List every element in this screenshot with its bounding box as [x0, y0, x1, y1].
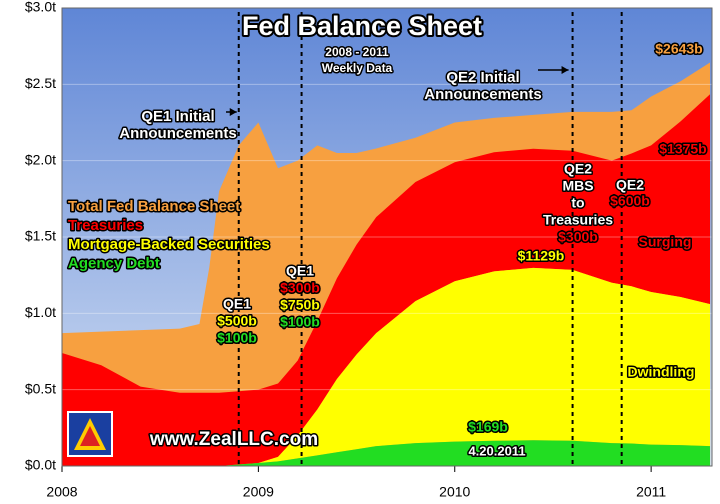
- y-tick-label: $1.5t: [25, 228, 56, 244]
- area: [62, 440, 711, 466]
- annotation: QE2: [564, 161, 592, 177]
- annotation: $600b: [610, 193, 650, 209]
- annotation: $500b: [217, 313, 257, 329]
- annotation: Announcements: [424, 86, 542, 103]
- annotation: Treasuries: [543, 212, 613, 228]
- legend-label: Treasuries: [68, 217, 143, 234]
- annotation: QE1 Initial: [141, 108, 214, 125]
- annotation: 2008 - 2011: [325, 45, 389, 59]
- annotation: $1129b: [518, 248, 565, 264]
- annotation: $300b: [558, 229, 598, 245]
- legend-label: Total Fed Balance Sheet: [68, 198, 240, 215]
- y-tick-label: $2.5t: [25, 75, 56, 91]
- x-tick-label: 2011: [636, 484, 666, 500]
- annotation: $300b: [280, 280, 320, 296]
- area: [62, 267, 711, 466]
- annotation: $100b: [280, 314, 320, 330]
- plot-border: [61, 7, 713, 467]
- arrow-head: [561, 66, 569, 74]
- area: [62, 94, 711, 467]
- y-tick-label: $0.5t: [25, 380, 56, 396]
- y-tick-label: $1.0t: [25, 304, 56, 320]
- arrow-head: [229, 108, 237, 116]
- annotation: QE2: [616, 177, 644, 193]
- legend-label: Mortgage-Backed Securities: [68, 236, 270, 253]
- x-tick-label: 2008: [46, 484, 77, 500]
- x-tick-label: 2010: [439, 484, 470, 500]
- annotation: QE2 Initial: [446, 69, 519, 86]
- chart-title: Fed Balance Sheet: [242, 11, 482, 41]
- annotation: $100b: [217, 330, 257, 346]
- annotation: $169b: [468, 419, 508, 435]
- annotation: 4.20.2011: [468, 443, 525, 458]
- annotation: MBS: [562, 178, 593, 194]
- y-tick-label: $3.0t: [25, 0, 56, 15]
- annotation: to: [571, 195, 584, 211]
- areas: [62, 62, 711, 467]
- annotation: $2643b: [655, 41, 702, 57]
- annotation: Weekly Data: [322, 61, 393, 75]
- logo: [67, 411, 113, 457]
- annotation: QE1: [286, 263, 314, 279]
- annotation: $1375b: [659, 141, 706, 157]
- annotation: $750b: [280, 297, 320, 313]
- legend-label: Agency Debt: [68, 255, 160, 272]
- annotation: www.ZealLLC.com: [149, 429, 318, 450]
- y-tick-label: $2.0t: [25, 151, 56, 167]
- annotation: QE1: [223, 296, 251, 312]
- annotation: Dwindling: [628, 364, 695, 380]
- annotation: Surging: [639, 234, 692, 250]
- annotation: Announcements: [119, 125, 237, 142]
- x-tick-label: 2009: [243, 484, 274, 500]
- y-tick-label: $0.0t: [25, 457, 56, 473]
